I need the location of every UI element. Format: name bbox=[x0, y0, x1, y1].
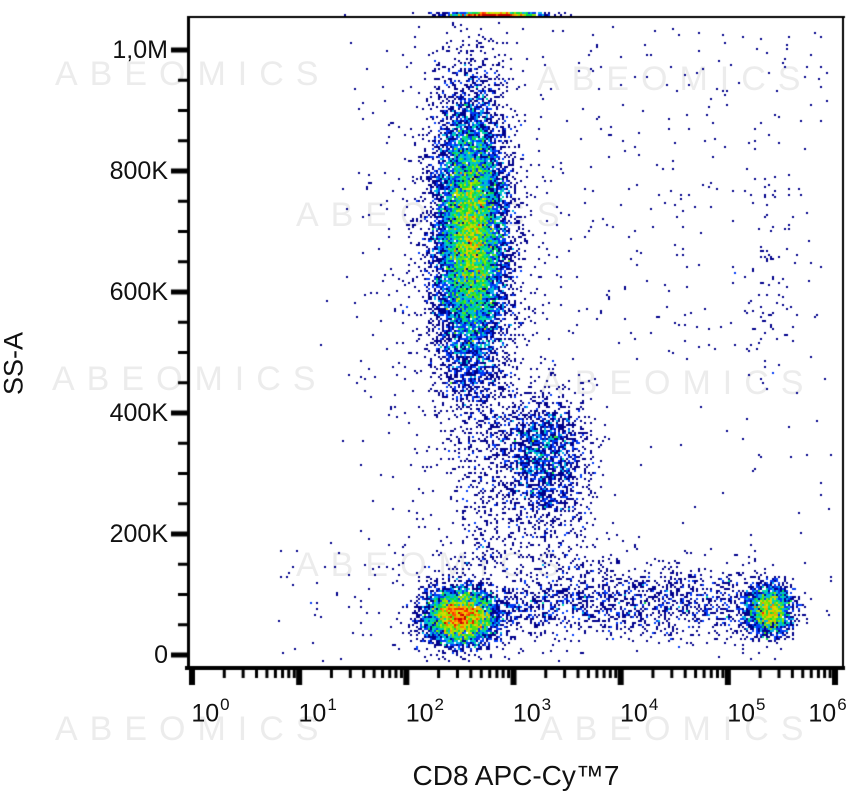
y-tick-label: 400K bbox=[109, 399, 168, 427]
y-tick-label: 1,0M bbox=[112, 36, 168, 64]
x-tick-label: 105 bbox=[727, 695, 766, 728]
y-tick-label: 200K bbox=[109, 520, 168, 548]
x-tick-label: 104 bbox=[620, 695, 659, 728]
y-tick-label: 800K bbox=[109, 157, 168, 185]
x-tick-label: 101 bbox=[298, 695, 337, 728]
y-tick-label: 0 bbox=[154, 641, 168, 669]
x-tick-label: 106 bbox=[808, 695, 847, 728]
x-tick-label: 102 bbox=[405, 695, 444, 728]
x-tick-label: 100 bbox=[191, 695, 230, 728]
x-axis-title: CD8 APC-Cy™7 bbox=[412, 760, 620, 791]
y-axis-title: SS-A bbox=[0, 331, 29, 396]
y-tick-label: 600K bbox=[109, 278, 168, 306]
x-tick-label: 103 bbox=[512, 695, 552, 728]
